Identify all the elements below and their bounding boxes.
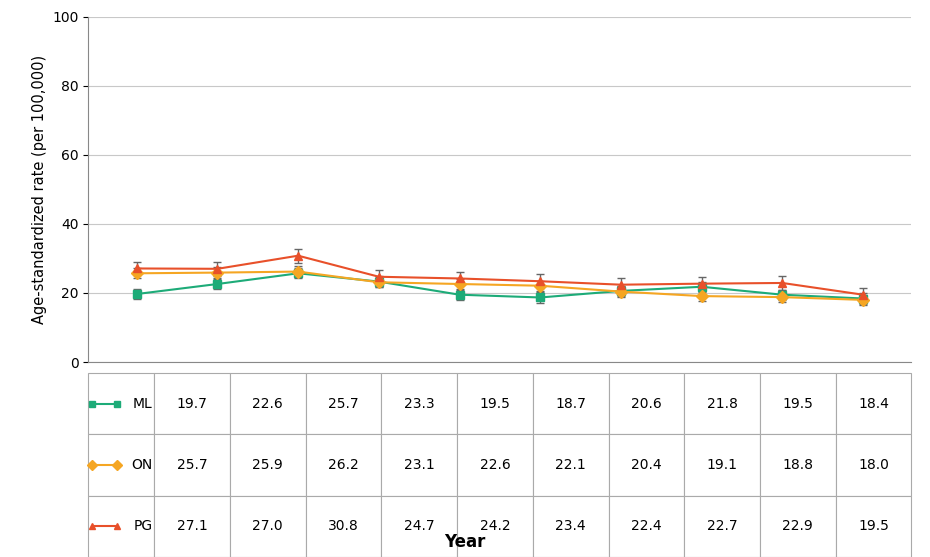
Bar (381, 496, 457, 557)
Text: 22.9: 22.9 (782, 519, 813, 534)
Text: 23.3: 23.3 (404, 397, 434, 411)
Bar (684, 434, 760, 496)
Text: ON: ON (131, 458, 153, 472)
Y-axis label: Age-standardized rate (per 100,000): Age-standardized rate (per 100,000) (32, 55, 46, 324)
Bar (457, 373, 533, 434)
Text: 22.4: 22.4 (631, 519, 661, 534)
Bar (457, 496, 533, 557)
Bar (230, 434, 306, 496)
Bar (381, 434, 457, 496)
Text: 18.8: 18.8 (782, 458, 814, 472)
Text: PG: PG (133, 519, 153, 534)
Bar (306, 373, 381, 434)
Text: 22.6: 22.6 (480, 458, 511, 472)
Text: 27.0: 27.0 (252, 519, 283, 534)
Text: 19.7: 19.7 (177, 397, 207, 411)
Text: 27.1: 27.1 (177, 519, 207, 534)
Bar (836, 496, 911, 557)
Bar (230, 496, 306, 557)
Text: 18.0: 18.0 (858, 458, 889, 472)
Text: 18.7: 18.7 (555, 397, 586, 411)
Text: 24.7: 24.7 (404, 519, 434, 534)
Bar (836, 373, 911, 434)
Bar (88, 496, 154, 557)
Bar (306, 496, 381, 557)
Bar (684, 496, 760, 557)
Text: 20.4: 20.4 (631, 458, 661, 472)
Bar (154, 434, 230, 496)
Bar (88, 434, 154, 496)
Bar (381, 373, 457, 434)
Text: 19.5: 19.5 (858, 519, 889, 534)
Bar (88, 373, 154, 434)
Bar (154, 496, 230, 557)
Text: 21.8: 21.8 (707, 397, 737, 411)
Text: 30.8: 30.8 (328, 519, 359, 534)
Text: 26.2: 26.2 (328, 458, 359, 472)
Text: 25.9: 25.9 (252, 458, 283, 472)
Bar (760, 373, 836, 434)
Text: 22.7: 22.7 (707, 519, 737, 534)
Bar (154, 373, 230, 434)
Text: ML: ML (133, 397, 153, 411)
Text: 22.1: 22.1 (555, 458, 586, 472)
Bar (457, 434, 533, 496)
Text: Year: Year (445, 534, 485, 551)
Text: 25.7: 25.7 (177, 458, 207, 472)
Text: 19.5: 19.5 (480, 397, 511, 411)
Bar (608, 496, 684, 557)
Text: 23.4: 23.4 (555, 519, 586, 534)
Text: 18.4: 18.4 (858, 397, 889, 411)
Text: 19.5: 19.5 (782, 397, 813, 411)
Bar (760, 496, 836, 557)
Text: 20.6: 20.6 (631, 397, 662, 411)
Text: 25.7: 25.7 (328, 397, 359, 411)
Bar (608, 434, 684, 496)
Bar (533, 496, 608, 557)
Bar (684, 373, 760, 434)
Bar (760, 434, 836, 496)
Bar (230, 373, 306, 434)
Bar (608, 373, 684, 434)
Text: 22.6: 22.6 (252, 397, 283, 411)
Bar (533, 434, 608, 496)
Text: 19.1: 19.1 (707, 458, 737, 472)
Text: 23.1: 23.1 (404, 458, 434, 472)
Bar (533, 373, 608, 434)
Text: 24.2: 24.2 (480, 519, 511, 534)
Bar (306, 434, 381, 496)
Bar (836, 434, 911, 496)
